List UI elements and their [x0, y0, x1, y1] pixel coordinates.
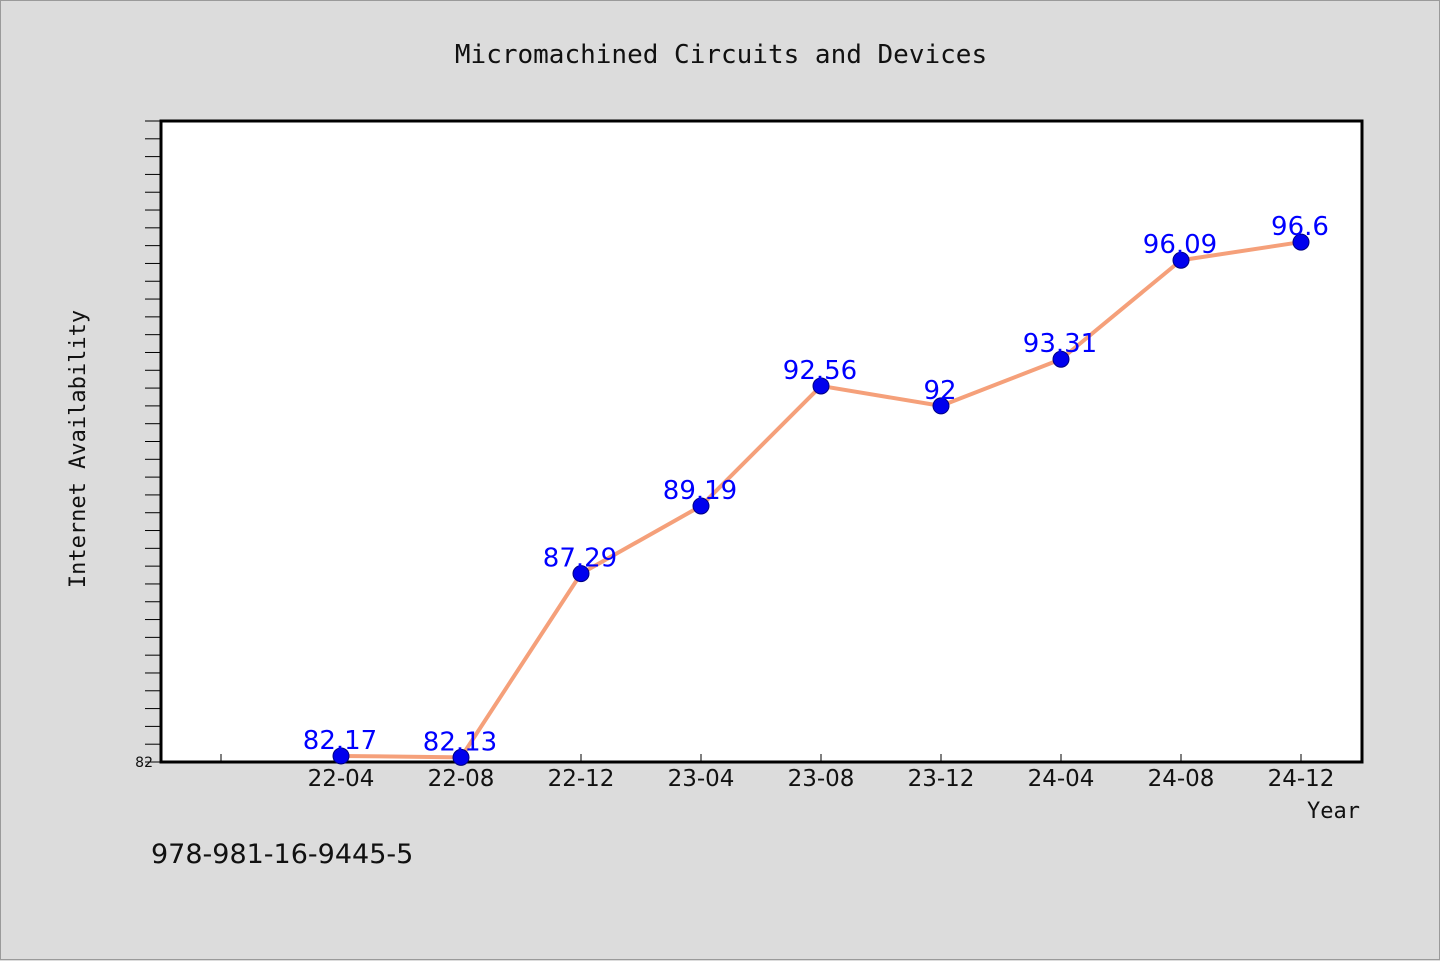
x-tick-label: 24-08: [1148, 766, 1215, 792]
data-label: 87.29: [543, 544, 617, 574]
data-point: [1292, 233, 1310, 251]
x-tick-label: 23-12: [908, 766, 975, 792]
data-point: [332, 747, 350, 765]
x-tick-label: 22-12: [548, 766, 615, 792]
data-label: 96.6: [1271, 212, 1329, 242]
data-point: [1172, 251, 1190, 269]
y-tick-label: 82: [135, 755, 153, 771]
isbn-text: 978-981-16-9445-5: [151, 839, 413, 870]
x-tick-label: 24-12: [1268, 766, 1335, 792]
data-label: 92: [923, 376, 956, 406]
x-tick-label: 22-08: [428, 766, 495, 792]
data-point: [452, 748, 470, 766]
data-point: [572, 565, 590, 583]
x-tick-label: 23-08: [788, 766, 855, 792]
data-label: 89.19: [663, 476, 737, 506]
data-point: [932, 397, 950, 415]
x-tick-label: 22-04: [308, 766, 375, 792]
y-axis-label: Internet Availability: [66, 310, 91, 588]
y-axis-ticks: 82: [135, 120, 161, 771]
series-layer: 82.17 82.13 87.29 89.19 92.56 92 93.31 96.09 96.…: [303, 212, 1329, 766]
x-tick-label: 24-04: [1028, 766, 1095, 792]
data-label: 82.17: [303, 726, 377, 756]
x-axis-label: Year: [1307, 799, 1360, 824]
x-tick-label: 23-04: [668, 766, 735, 792]
data-label: 92.56: [783, 356, 857, 386]
chart-title: Micromachined Circuits and Devices: [455, 40, 987, 70]
data-label: 93.31: [1023, 329, 1097, 359]
data-point: [1052, 350, 1070, 368]
plot-area: [159, 119, 1364, 764]
data-label: 82.13: [423, 727, 497, 757]
data-label: 96.09: [1143, 230, 1217, 260]
x-axis-ticks: 22-04 22-08 22-12 23-04 23-08 23-12 24-04 24-08…: [220, 754, 1335, 792]
data-point: [692, 497, 710, 515]
data-point: [812, 377, 830, 395]
